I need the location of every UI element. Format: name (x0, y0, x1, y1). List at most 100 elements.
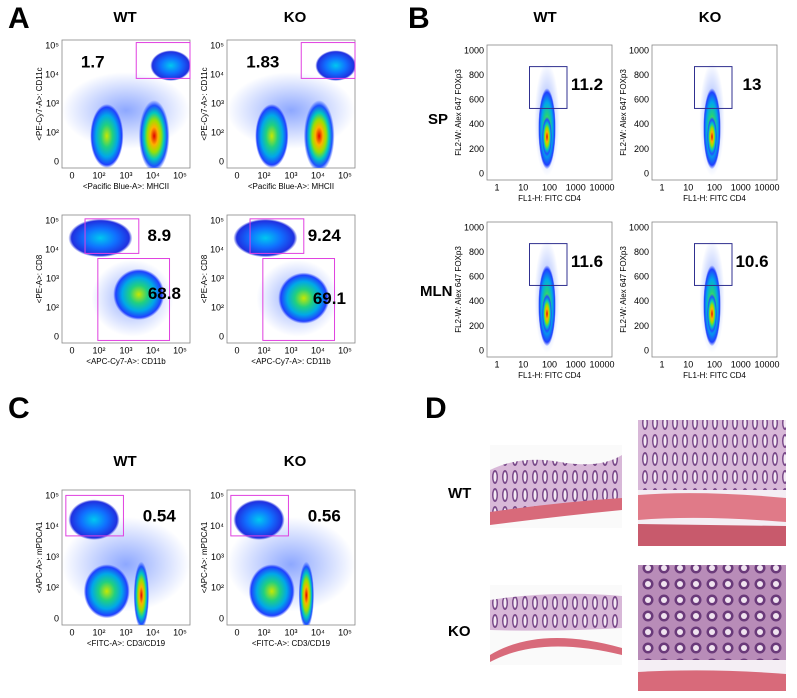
x-tick-label: 0 (69, 170, 74, 180)
gate-value: 0.54 (143, 506, 177, 525)
panel-label: A (8, 2, 30, 35)
y-axis-label: <PE-Cy7-A>: CD11c (200, 67, 209, 140)
gate (694, 243, 733, 286)
gate (694, 66, 733, 109)
gate-value: 8.9 (147, 226, 171, 245)
y-tick-label: 10² (46, 302, 59, 312)
x-tick-label: 10³ (119, 170, 132, 180)
y-tick-label: 10³ (211, 273, 224, 283)
gate (249, 218, 305, 254)
y-tick-label: 0 (219, 331, 224, 341)
density-cloud (83, 564, 130, 619)
y-tick-label: 200 (469, 321, 484, 331)
x-tick-label: 10² (92, 345, 105, 355)
y-tick-label: 800 (634, 70, 649, 80)
column-header: WT (533, 9, 556, 26)
x-tick-label: 10² (257, 170, 270, 180)
x-tick-label: 10⁵ (338, 345, 352, 355)
x-tick-label: 1000 (731, 182, 751, 192)
y-tick-label: 1000 (464, 222, 484, 232)
x-tick-label: 10000 (754, 182, 779, 192)
x-tick-label: 10² (257, 627, 270, 637)
y-axis-label: <PE-Cy7-A>: CD11c (35, 67, 44, 140)
y-tick-label: 10⁵ (210, 215, 224, 225)
density-cloud (113, 268, 165, 320)
gate-value: 69.1 (313, 289, 346, 308)
x-tick-label: 10⁵ (173, 345, 187, 355)
gate (84, 218, 140, 254)
x-tick-label: 0 (234, 627, 239, 637)
x-tick-label: 10² (92, 627, 105, 637)
y-tick-label: 200 (634, 321, 649, 331)
column-header: KO (284, 9, 307, 26)
density-cloud (68, 499, 120, 540)
gate (529, 66, 568, 109)
x-tick-label: 1000 (566, 359, 586, 369)
x-tick-label: 10³ (119, 627, 132, 637)
x-tick-label: 0 (69, 345, 74, 355)
density-cloud (542, 293, 552, 335)
y-tick-label: 10⁵ (210, 40, 224, 50)
density-cloud (227, 72, 355, 149)
density-cloud (298, 561, 315, 625)
x-tick-label: 1000 (566, 182, 586, 192)
density-cloud (248, 564, 295, 619)
column-header: WT (113, 9, 136, 26)
gate (135, 42, 191, 79)
y-tick-label: 400 (469, 296, 484, 306)
gate-value: 13 (743, 75, 762, 94)
x-axis-label: <FITC-A>: CD3/CD19 (87, 639, 166, 648)
x-tick-label: 10³ (284, 345, 297, 355)
y-tick-label: 600 (469, 272, 484, 282)
y-tick-label: 0 (479, 345, 484, 355)
gate-value: 11.2 (571, 75, 603, 94)
density-cloud (68, 218, 133, 258)
x-tick-label: 10⁴ (146, 345, 160, 355)
density-cloud (133, 561, 150, 625)
y-tick-label: 0 (479, 168, 484, 178)
x-tick-label: 100 (707, 359, 722, 369)
density-cloud (150, 50, 190, 81)
y-tick-label: 10³ (46, 98, 59, 108)
y-axis-label: <APC-A>: mPDCA1 (35, 521, 44, 593)
density-cloud (233, 218, 298, 258)
y-tick-label: 10² (46, 583, 59, 593)
y-tick-label: 0 (54, 331, 59, 341)
gate (97, 258, 171, 341)
y-tick-label: 0 (54, 156, 59, 166)
x-axis-label: FL1-H: FITC CD4 (683, 194, 746, 203)
density-cloud (255, 104, 289, 168)
y-tick-label: 10⁵ (45, 215, 59, 225)
x-tick-label: 10 (683, 182, 693, 192)
density-cloud (707, 116, 717, 158)
column-header: KO (699, 9, 722, 26)
density-cloud (315, 50, 355, 81)
y-tick-label: 10⁴ (210, 521, 224, 531)
y-tick-label: 10⁴ (45, 69, 59, 79)
gate-value: 9.24 (308, 226, 342, 245)
gate-value: 0.56 (308, 506, 341, 525)
y-tick-label: 1000 (629, 222, 649, 232)
y-axis-label: FL2-W: Alex 647 FOXp3 (619, 246, 628, 333)
x-tick-label: 0 (234, 345, 239, 355)
y-tick-label: 1000 (464, 45, 484, 55)
y-tick-label: 800 (469, 70, 484, 80)
y-tick-label: 800 (469, 247, 484, 257)
y-axis-label: <PE-A>: CD8 (200, 254, 209, 303)
column-header: WT (113, 453, 136, 470)
density-cloud (542, 116, 552, 158)
y-tick-label: 0 (644, 345, 649, 355)
x-tick-label: 0 (69, 627, 74, 637)
y-axis-label: FL2-W: Alex 647 FOXp3 (454, 246, 463, 333)
y-tick-label: 0 (54, 613, 59, 623)
row-label: SP (428, 111, 448, 128)
y-axis-label: <PE-A>: CD8 (35, 254, 44, 303)
y-axis-label: FL2-W: Alex 647 FOXp3 (454, 69, 463, 156)
y-tick-label: 600 (634, 272, 649, 282)
y-tick-label: 10⁵ (210, 490, 224, 500)
x-tick-label: 1 (659, 182, 664, 192)
x-axis-label: FL1-H: FITC CD4 (683, 371, 746, 380)
x-tick-label: 100 (542, 182, 557, 192)
x-tick-label: 100 (707, 182, 722, 192)
x-axis-label: <APC-Cy7-A>: CD11b (251, 357, 331, 366)
